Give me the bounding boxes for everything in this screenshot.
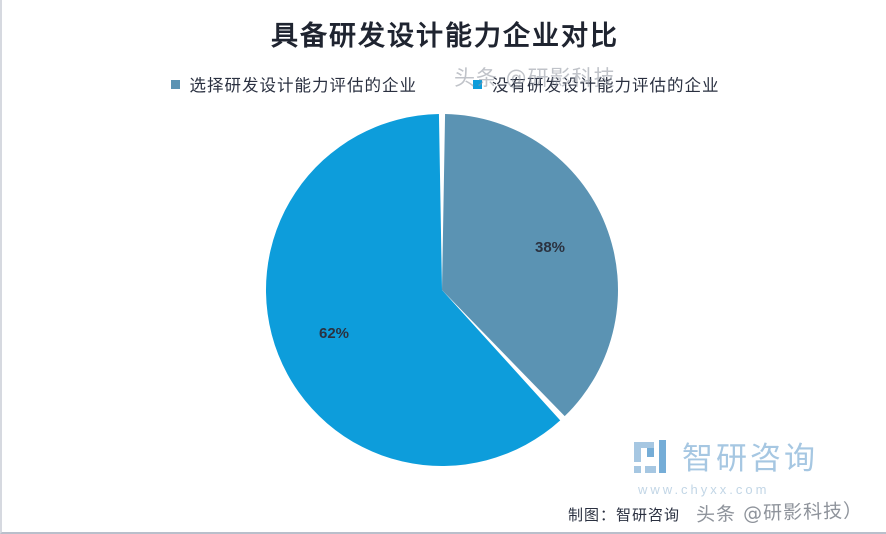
pie-slice-label-0: 38% <box>535 239 565 256</box>
legend-label-0: 选择研发设计能力评估的企业 <box>189 76 417 95</box>
brand-watermark-url: www.chyxx.com <box>638 482 770 497</box>
pie-chart: 38% 62% <box>262 110 622 470</box>
pie-slice-1[interactable] <box>265 114 561 467</box>
page-title: 具备研发设计能力企业对比 <box>271 21 619 52</box>
zhiyan-logo-icon <box>634 440 672 478</box>
pie-slice-0[interactable] <box>442 114 618 417</box>
legend-swatch-icon-0 <box>170 79 180 89</box>
chart-legend: 选择研发设计能力评估的企业 没有研发设计能力评估的企业 <box>2 72 886 96</box>
legend-swatch-icon-1 <box>473 79 482 89</box>
brand-watermark-text: 智研咨询 <box>682 440 818 477</box>
toutiao-watermark: 头条 @研影科技） <box>695 499 864 527</box>
pie-svg: 38% 62% <box>265 114 618 467</box>
legend-item-1[interactable]: 没有研发设计能力评估的企业 <box>473 72 720 96</box>
legend-label-1: 没有研发设计能力评估的企业 <box>492 76 720 95</box>
brand-watermark: 智研咨询 <box>634 440 818 478</box>
pie-slice-label-1: 62% <box>319 325 349 342</box>
legend-item-0[interactable]: 选择研发设计能力评估的企业 <box>170 72 418 96</box>
chart-credit: 制图：智研咨询 <box>568 506 681 524</box>
pie-slices <box>265 114 618 467</box>
